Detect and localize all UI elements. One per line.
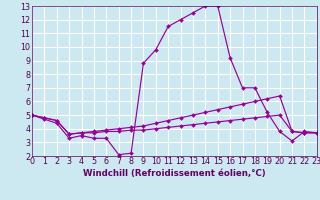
X-axis label: Windchill (Refroidissement éolien,°C): Windchill (Refroidissement éolien,°C): [83, 169, 266, 178]
